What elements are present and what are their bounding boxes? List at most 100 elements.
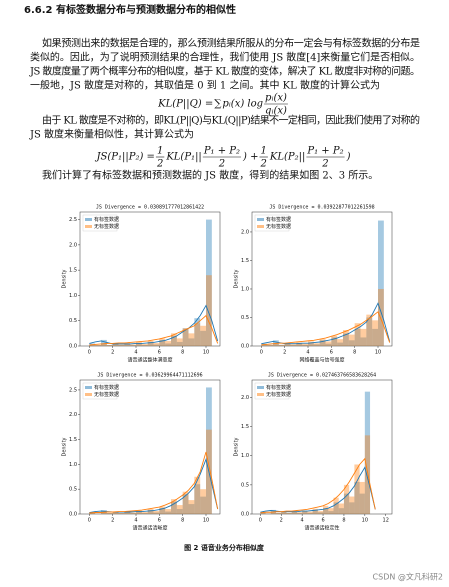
plot-frame <box>251 379 393 515</box>
histogram-bar <box>337 339 343 346</box>
histogram-bar <box>188 500 195 514</box>
x-tick-label: 0 <box>259 518 262 524</box>
histogram-bar <box>360 337 367 346</box>
histogram-bar <box>325 341 332 346</box>
y-tick-label: 2.0 <box>241 229 249 235</box>
histogram-bar <box>106 344 113 346</box>
histogram-bar <box>141 513 148 514</box>
histogram-bar <box>171 335 177 346</box>
histogram-bar <box>147 341 154 346</box>
histogram-bar <box>159 339 166 346</box>
histogram-bar <box>165 343 171 346</box>
histogram-bar <box>343 484 350 514</box>
histogram-bar <box>343 493 350 514</box>
body-text-line: 如果预测出来的数据是合理的，那么预测结果所服从的分布一定会与有标签数据的分布是 <box>42 37 420 50</box>
histogram-bar <box>136 510 142 514</box>
histogram-bar <box>130 344 136 346</box>
histogram-bar <box>118 344 125 346</box>
y-axis-label: Density <box>234 437 240 456</box>
histogram-bar <box>89 512 96 514</box>
histogram-bar <box>159 338 166 346</box>
legend-swatch <box>85 225 92 228</box>
formula-denominator: 2 <box>321 159 328 170</box>
histogram-bar <box>354 481 360 514</box>
histogram-bar <box>176 509 183 514</box>
histogram-bar <box>112 343 119 346</box>
y-tick-label: 0.5 <box>241 482 249 488</box>
histogram-bar <box>296 512 303 514</box>
histogram-bar <box>141 343 148 346</box>
histogram-bar <box>308 341 314 346</box>
legend-swatch <box>85 393 92 396</box>
histogram-bar <box>302 344 308 346</box>
histogram-bar <box>171 499 177 514</box>
histogram-bar <box>147 510 154 514</box>
x-tick-label: 6 <box>158 518 161 524</box>
body-text-line: 一般地，JS 散度是对称的，其取值是 0 到 1 之间。其中 KL 散度的计算公… <box>30 79 380 92</box>
y-tick-label: 1.5 <box>69 437 77 443</box>
watermark: CSDN @文凡科研2 <box>373 572 443 582</box>
histogram-bar <box>319 340 326 346</box>
formula-denominator: qᵢ(x) <box>265 106 287 117</box>
histogram-bar <box>171 501 177 514</box>
histogram-bar <box>359 493 365 514</box>
x-tick-label: 4 <box>134 350 137 356</box>
y-tick-label: 0.5 <box>69 318 77 324</box>
x-tick-label: 2 <box>283 350 286 356</box>
kde-line <box>261 311 391 346</box>
histogram-bar <box>188 504 195 514</box>
histogram-bar <box>153 512 160 514</box>
x-tick-label: 0 <box>88 518 91 524</box>
histogram-bar <box>364 435 371 514</box>
formula-numerator: pᵢ(x) <box>265 93 287 104</box>
histogram-bar <box>118 344 125 346</box>
formula-numerator: P₁ + P₂ <box>203 146 240 157</box>
formula-text: ∑ <box>214 99 222 110</box>
histogram-bar <box>194 476 201 514</box>
histogram-bar <box>106 513 113 514</box>
x-axis-label: 语音通话稳定性 <box>304 525 339 532</box>
histogram-bar <box>118 513 125 514</box>
y-tick-label: 2.0 <box>69 242 77 248</box>
histogram-bar <box>267 344 273 346</box>
histogram-bar <box>284 343 291 346</box>
histogram-bar <box>153 344 160 346</box>
histogram-bar <box>188 333 195 346</box>
histogram-bar <box>112 342 119 346</box>
histogram-bar <box>286 512 292 514</box>
legend-label: 有标签数据 <box>94 216 119 223</box>
histogram-bar <box>118 513 125 514</box>
histogram-bar <box>313 343 320 346</box>
histogram-bar <box>124 342 131 346</box>
histogram-bar <box>176 338 183 346</box>
x-tick-label: 4 <box>134 518 137 524</box>
histogram-bar <box>378 288 384 346</box>
histogram-bar <box>124 343 131 346</box>
x-tick-label: 2 <box>111 518 114 524</box>
x-tick-label: 6 <box>321 518 324 524</box>
histogram-bar <box>206 219 212 346</box>
histogram-bar <box>364 391 371 514</box>
histogram-bar <box>331 337 338 346</box>
y-tick-label: 0.0 <box>69 344 77 350</box>
x-tick-label: 10 <box>203 350 209 356</box>
histogram-bar <box>291 511 297 514</box>
histogram-bar <box>317 512 324 514</box>
formula-denominator: 2 <box>218 159 225 170</box>
x-tick-label: 10 <box>375 350 381 356</box>
legend-label: 有标签数据 <box>266 216 291 223</box>
histogram-bar <box>276 512 282 514</box>
legend-swatch <box>257 218 264 221</box>
x-tick-label: 8 <box>181 350 184 356</box>
body-text-line: 类似的。因此，为了说明预测结果的合理性，我们使用 JS 散度[4]来衡量它们是否… <box>30 51 420 64</box>
histogram-bar <box>290 344 297 346</box>
histogram-bar <box>260 512 266 514</box>
histogram-bar <box>165 509 171 514</box>
formula-numerator: P₁ + P₂ <box>306 146 343 157</box>
histogram-bar <box>302 511 308 514</box>
formula-text: pᵢ(x) log <box>222 99 263 110</box>
histogram-bar <box>182 491 189 514</box>
histogram-bar <box>328 508 334 514</box>
histogram-bar <box>278 344 285 346</box>
